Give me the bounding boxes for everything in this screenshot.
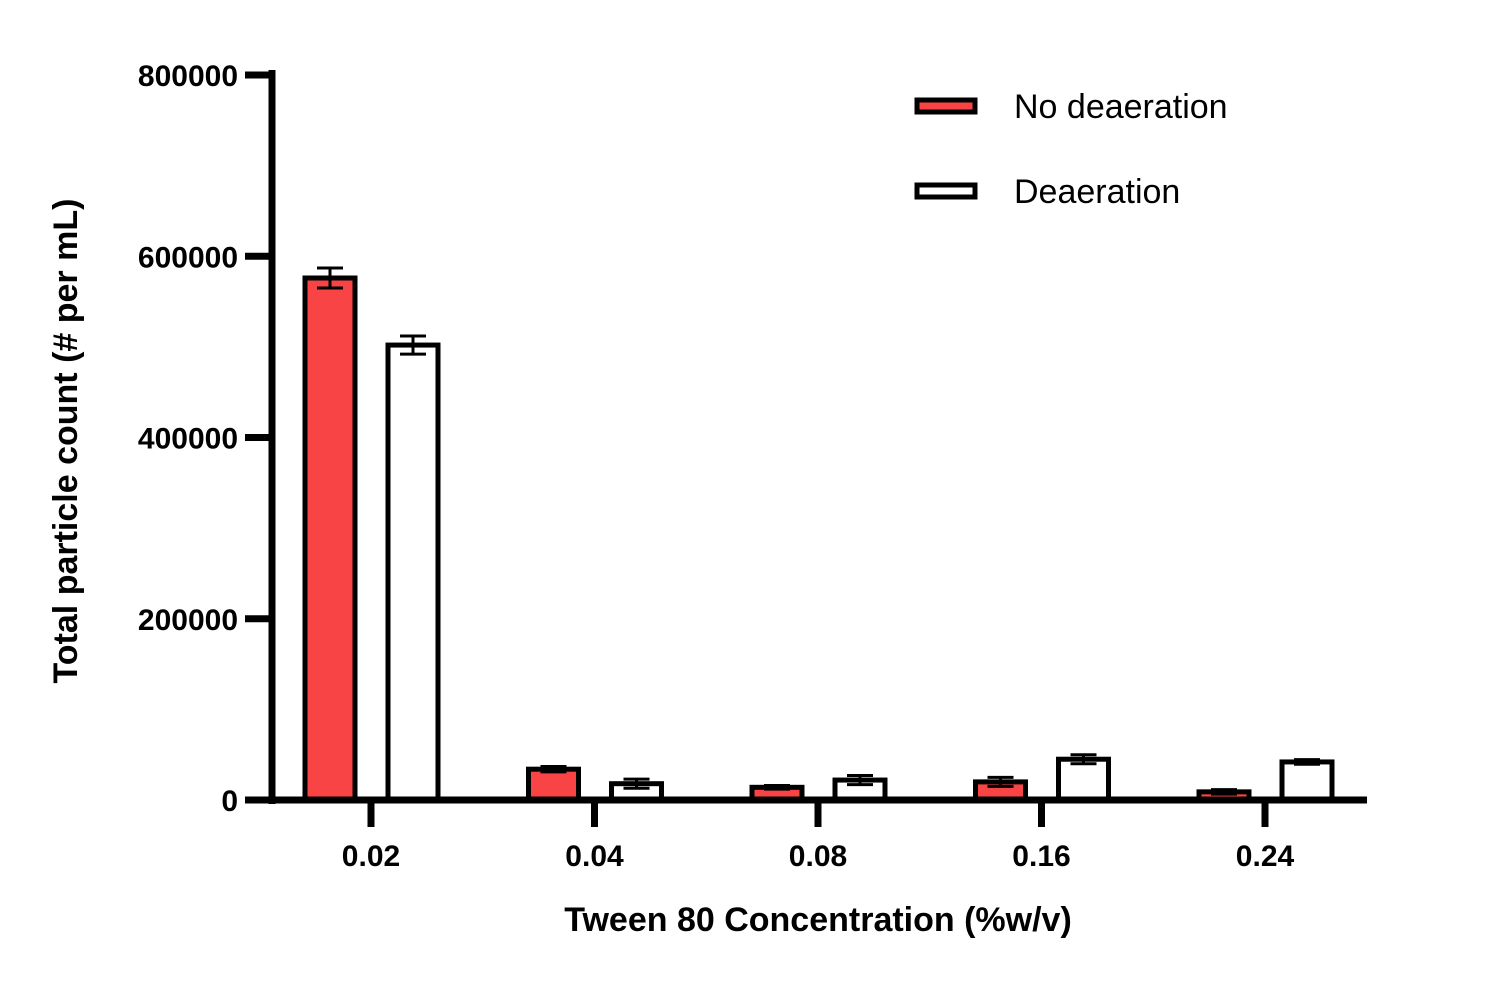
bar-deaeration bbox=[385, 342, 441, 803]
bars-layer bbox=[302, 275, 1335, 803]
bar-no-deaeration bbox=[526, 766, 581, 803]
x-tick-label: 0.04 bbox=[565, 840, 624, 873]
x-axis-title: Tween 80 Concentration (%w/v) bbox=[564, 901, 1072, 939]
y-tick-label: 800000 bbox=[138, 60, 238, 93]
legend-label-deaeration: Deaeration bbox=[1014, 173, 1180, 211]
x-tick-label: 0.08 bbox=[789, 840, 847, 873]
x-tick-label: 0.16 bbox=[1012, 840, 1070, 873]
x-ticks-layer: 0.02 0.04 0.08 0.16 0.24 bbox=[342, 800, 1295, 873]
y-axis-title: Total particle count (# per mL) bbox=[47, 199, 85, 684]
bar-deaeration bbox=[1279, 759, 1335, 803]
error-bars-layer bbox=[317, 266, 1320, 796]
y-tick-label: 600000 bbox=[138, 241, 238, 274]
legend: No deaeration Deaeration bbox=[914, 88, 1228, 211]
bar-deaeration bbox=[1056, 756, 1111, 803]
x-tick-label: 0.02 bbox=[342, 840, 400, 873]
legend-label-no-deaeration: No deaeration bbox=[1014, 88, 1228, 126]
legend-swatch-deaeration bbox=[914, 182, 978, 200]
bar-no-deaeration bbox=[302, 275, 358, 803]
y-tick-label: 0 bbox=[221, 785, 238, 818]
x-tick-label: 0.24 bbox=[1236, 840, 1295, 873]
y-tick-label: 200000 bbox=[138, 604, 238, 637]
legend-swatch-no-deaeration bbox=[914, 97, 978, 115]
y-ticks-layer: 0 200000 400000 600000 800000 bbox=[138, 60, 272, 818]
y-tick-label: 400000 bbox=[138, 423, 238, 456]
